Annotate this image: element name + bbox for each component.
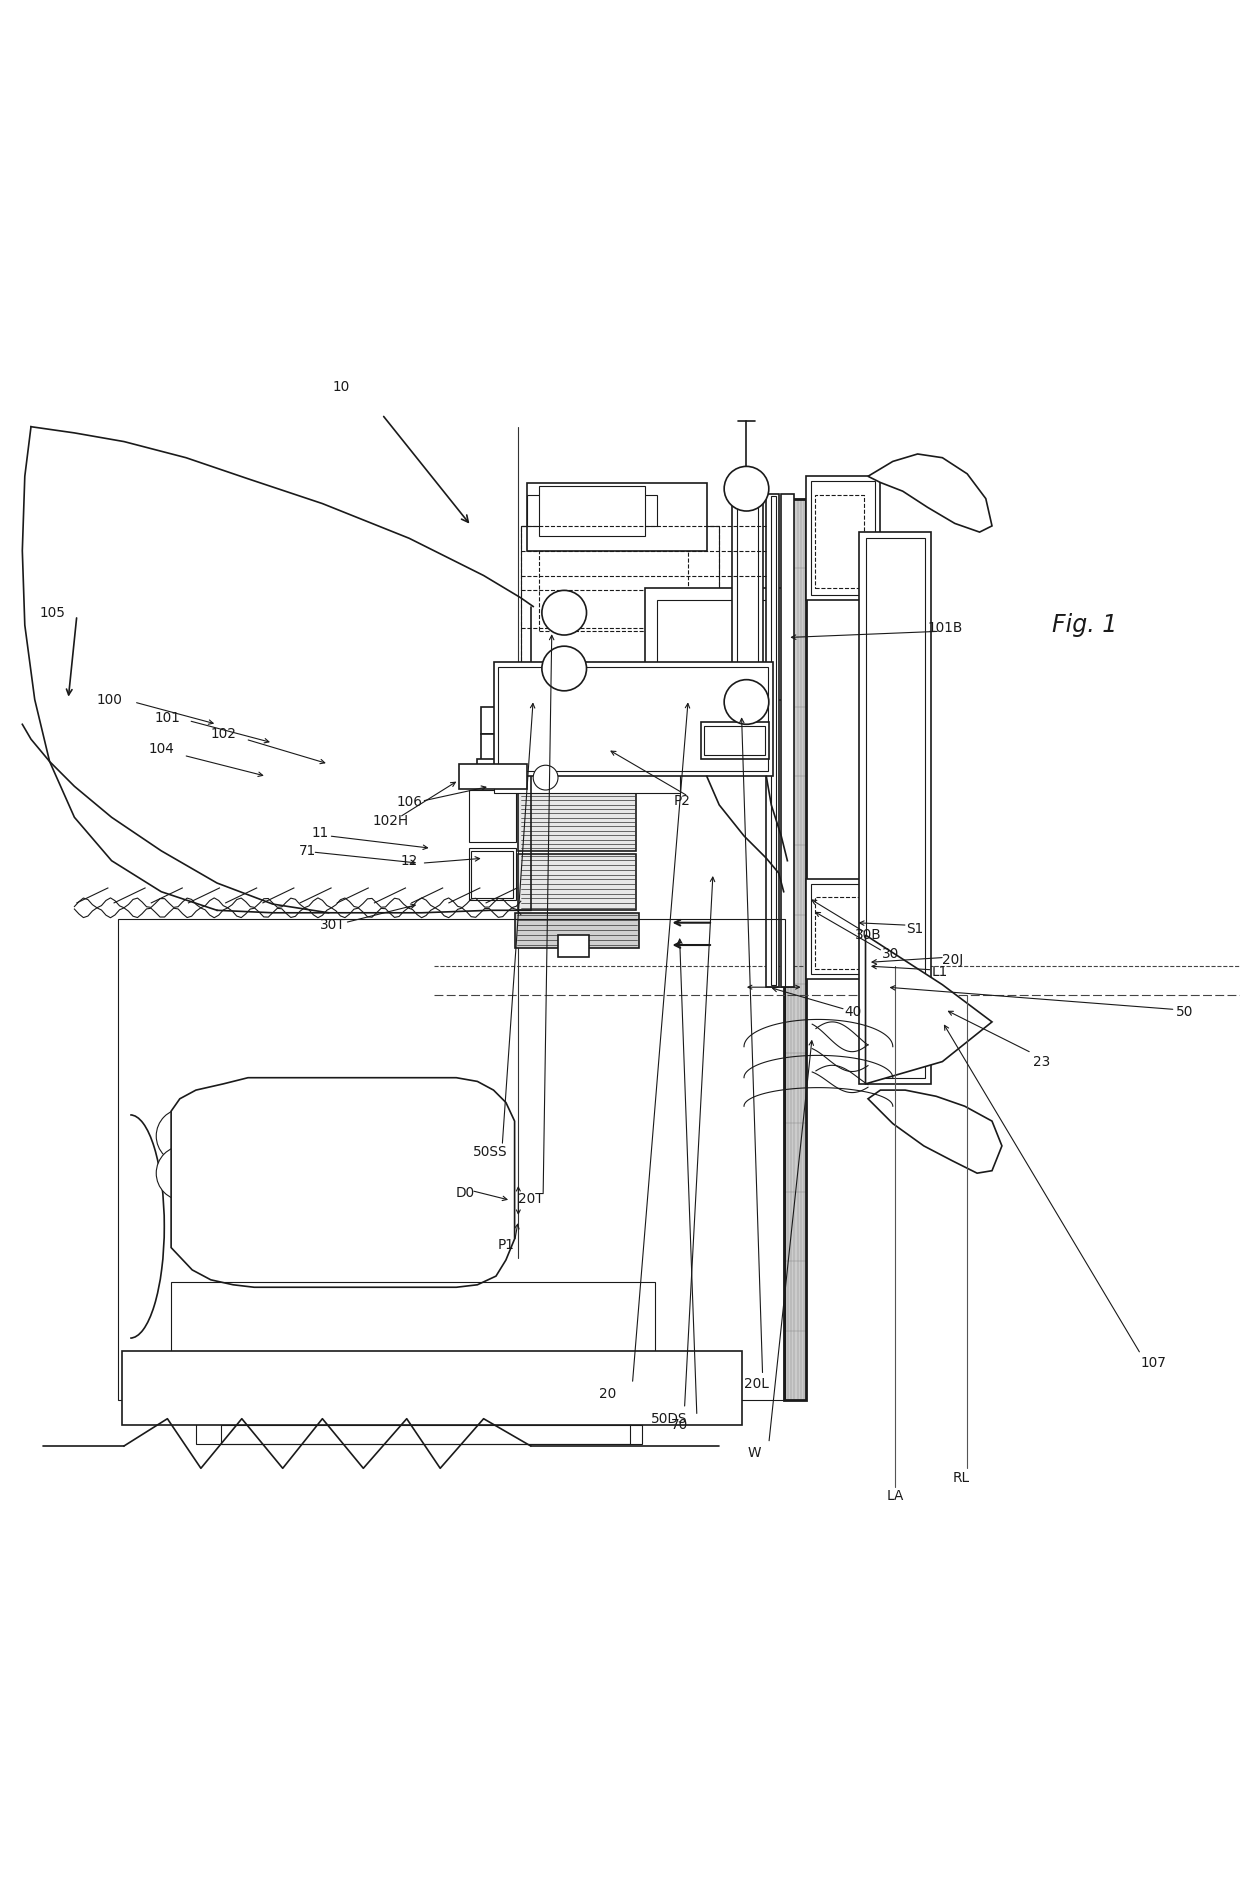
Text: 107: 107 — [1141, 1357, 1166, 1370]
Text: 20T: 20T — [518, 1192, 543, 1207]
Polygon shape — [866, 934, 992, 1084]
Bar — [859, 532, 931, 1084]
Bar — [771, 496, 776, 985]
Polygon shape — [868, 1090, 1002, 1173]
Bar — [494, 661, 773, 777]
Text: 23: 23 — [1033, 1056, 1050, 1069]
Bar — [766, 495, 779, 987]
Bar — [539, 487, 645, 536]
Circle shape — [724, 680, 769, 724]
Text: P2: P2 — [673, 794, 691, 807]
Bar — [122, 1351, 742, 1425]
Text: 70: 70 — [671, 1417, 688, 1433]
Bar — [518, 773, 636, 851]
Bar — [657, 601, 775, 688]
Text: 20: 20 — [599, 1387, 616, 1400]
Polygon shape — [171, 1103, 494, 1226]
Text: Fig. 1: Fig. 1 — [1053, 614, 1117, 637]
Bar — [171, 1283, 655, 1400]
Bar — [481, 733, 568, 762]
Bar — [815, 896, 864, 968]
Text: 100: 100 — [97, 692, 122, 707]
Text: 50: 50 — [1176, 1004, 1193, 1020]
Bar — [471, 851, 513, 898]
Bar — [477, 760, 570, 773]
Text: 20J: 20J — [941, 953, 963, 966]
Text: 50DS: 50DS — [651, 1412, 688, 1425]
Text: RL: RL — [952, 1471, 970, 1486]
Bar — [866, 538, 925, 1078]
Bar — [498, 667, 768, 771]
Text: W: W — [748, 1446, 760, 1461]
Bar — [558, 769, 589, 792]
Text: P1: P1 — [497, 1237, 515, 1253]
Bar — [521, 527, 719, 699]
Circle shape — [533, 766, 558, 790]
Text: 102H: 102H — [372, 815, 409, 828]
Bar — [469, 790, 516, 841]
Bar — [184, 1399, 642, 1421]
Text: 101B: 101B — [928, 620, 962, 635]
Circle shape — [542, 591, 587, 635]
Text: 10: 10 — [332, 381, 350, 394]
Bar — [494, 762, 680, 792]
Bar — [701, 722, 769, 760]
Bar — [521, 527, 719, 699]
Text: 101: 101 — [155, 711, 180, 726]
Bar — [469, 849, 516, 900]
Text: L1: L1 — [931, 965, 949, 980]
Polygon shape — [171, 1078, 515, 1287]
Text: 11: 11 — [311, 826, 329, 839]
Text: 102: 102 — [211, 728, 236, 741]
Text: 12: 12 — [401, 855, 418, 868]
Bar — [527, 483, 707, 551]
Bar — [704, 726, 765, 756]
Bar — [558, 934, 589, 957]
Bar — [811, 481, 875, 595]
Text: 30B: 30B — [854, 929, 882, 942]
Bar — [815, 495, 864, 587]
Bar — [811, 885, 875, 974]
Bar — [518, 855, 636, 910]
Bar — [527, 495, 657, 527]
Bar — [732, 496, 763, 714]
Text: 30T: 30T — [320, 919, 345, 932]
Circle shape — [724, 466, 769, 512]
Bar — [221, 1425, 642, 1444]
Bar — [539, 544, 688, 631]
Bar — [806, 879, 880, 978]
Text: 50SS: 50SS — [472, 1145, 507, 1160]
Text: D0: D0 — [455, 1186, 475, 1200]
Bar — [481, 707, 568, 733]
Bar — [806, 476, 880, 601]
Bar — [459, 764, 527, 788]
Polygon shape — [184, 1110, 481, 1226]
Circle shape — [542, 646, 587, 692]
Text: 105: 105 — [40, 606, 64, 620]
Text: 20L: 20L — [744, 1378, 769, 1391]
Text: 104: 104 — [149, 743, 174, 756]
Text: 30: 30 — [882, 948, 899, 961]
Bar — [781, 495, 794, 987]
Bar — [645, 587, 787, 699]
Bar — [118, 919, 785, 1400]
Bar — [737, 502, 758, 709]
Circle shape — [156, 1146, 211, 1200]
Bar — [515, 913, 639, 948]
Polygon shape — [868, 455, 992, 532]
Circle shape — [156, 1109, 211, 1164]
Text: LA: LA — [887, 1489, 904, 1503]
Text: 71: 71 — [299, 843, 316, 858]
Text: S1: S1 — [906, 921, 924, 936]
Text: 40: 40 — [844, 1004, 862, 1020]
Bar — [784, 498, 806, 1400]
Bar — [196, 1421, 630, 1444]
Text: 106: 106 — [397, 796, 422, 809]
